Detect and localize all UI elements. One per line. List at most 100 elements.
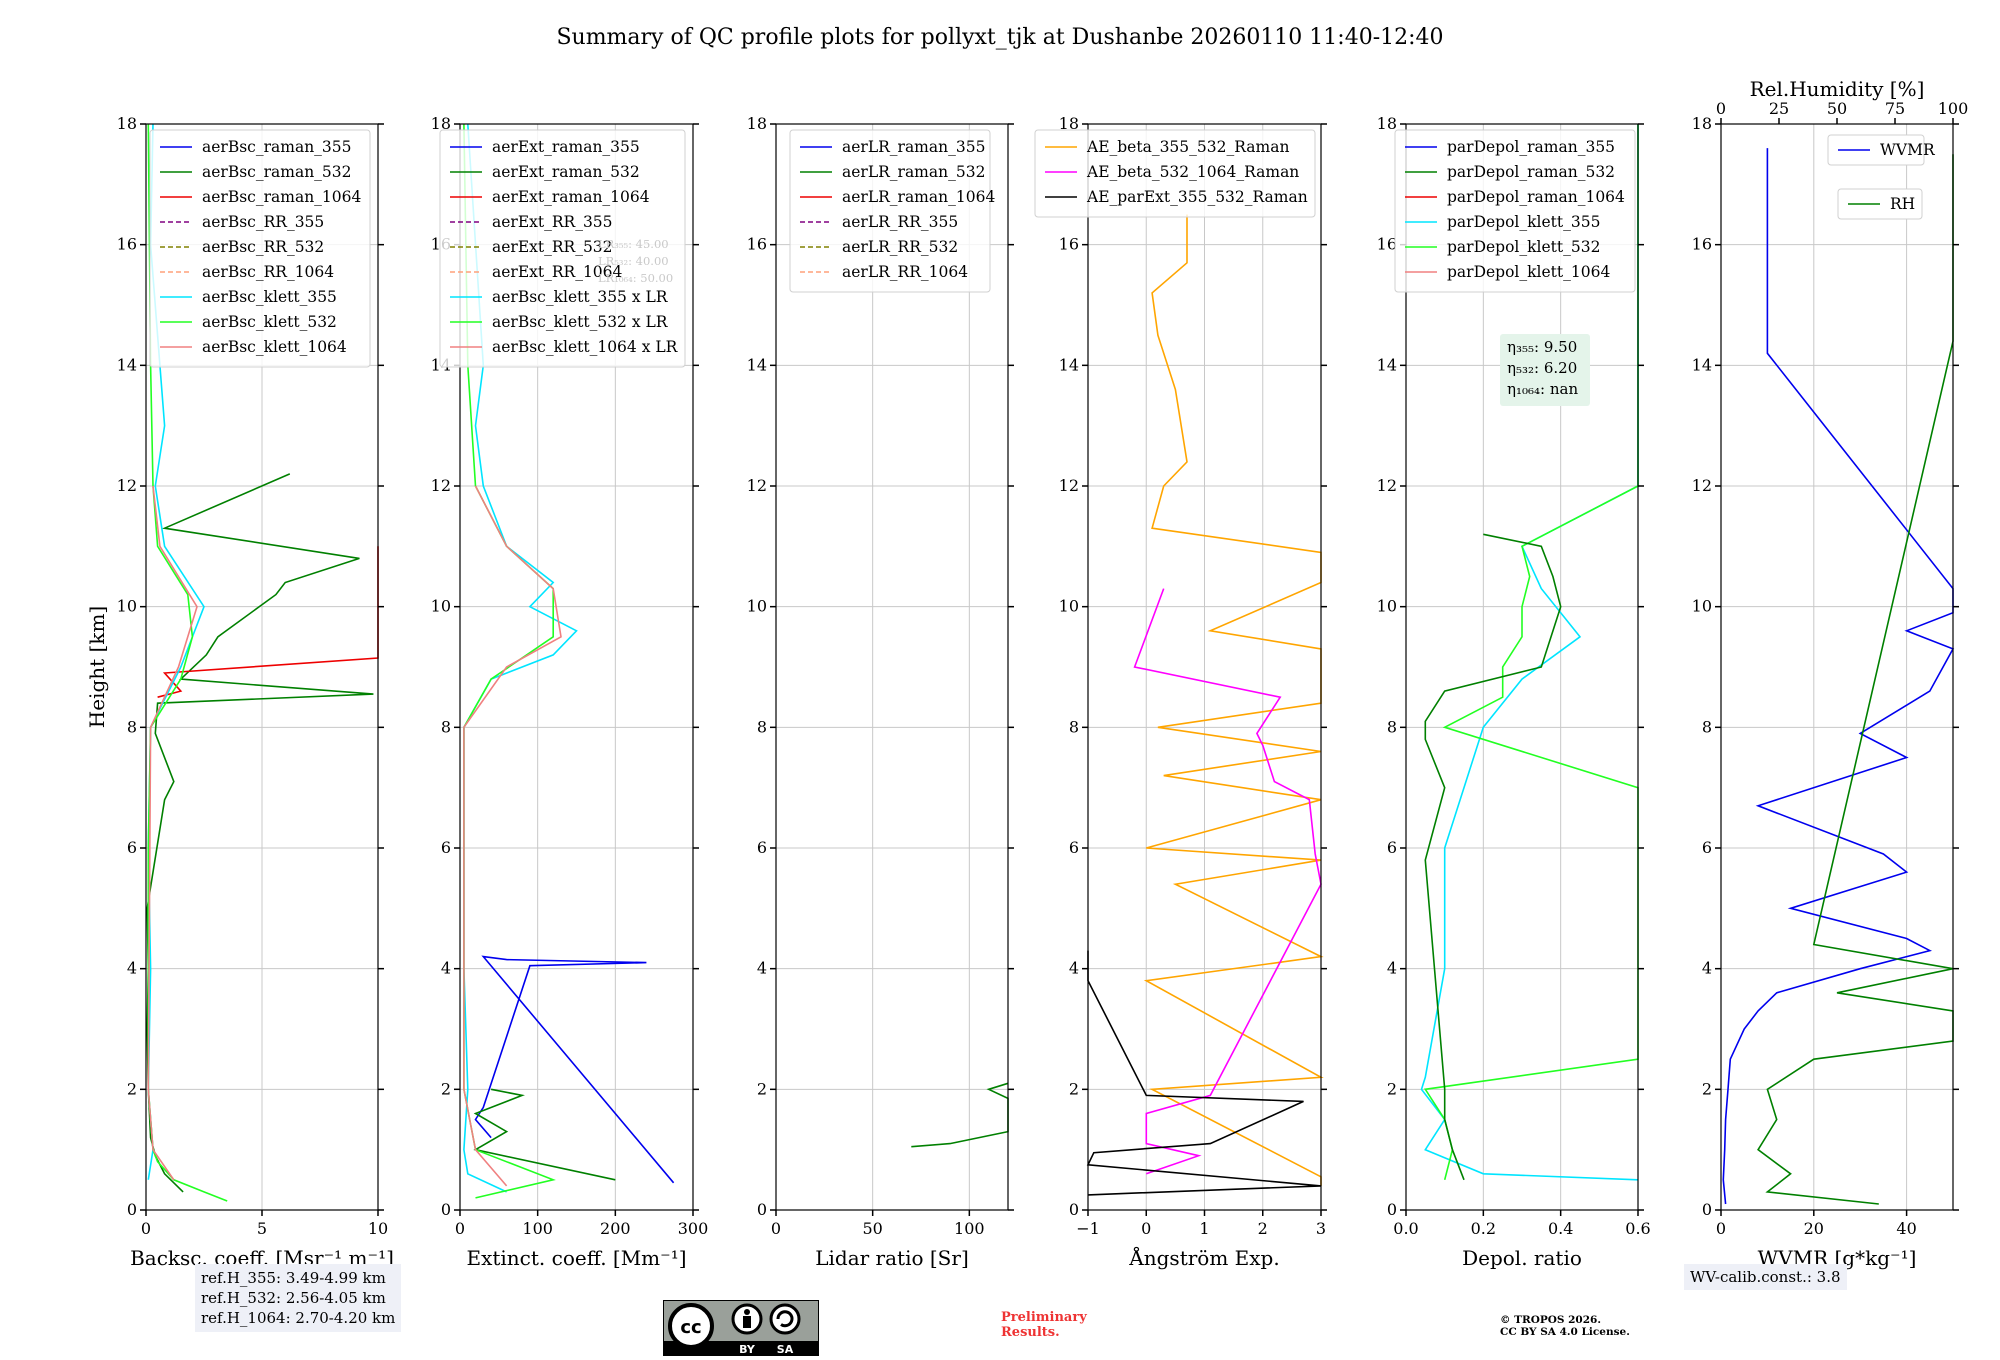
y-tick-label: 2 [1702,1079,1712,1098]
legend-frame [1827,134,1925,166]
legend-label: aerExt_RR_1064 [492,263,623,281]
copyright-line-2: CC BY SA 4.0 License. [1500,1326,1630,1338]
x-tick-label: 300 [678,1219,709,1238]
x-tick-label: 0 [141,1219,151,1238]
legend-frame [1394,129,1636,293]
series-aerExt_raman_532 [473,1088,616,1181]
preliminary-line-2: Results. [1001,1325,1060,1340]
legend-frame [439,129,686,368]
y-tick-label: 4 [1387,959,1397,978]
lidar-ratio-label: LR₅₃₂: 40.00 [598,254,669,268]
x-tick-label: 0.6 [1625,1219,1650,1238]
legend-label: parDepol_raman_355 [1447,138,1615,156]
wv-calib-box: WV-calib.const.: 3.8 [1684,1264,1847,1290]
y-tick-label: 6 [441,838,451,857]
legend: aerExt_raman_355 aerExt_raman_532 aerExt_r… [439,129,686,368]
panel-ext: 0100200300024681012141618Extinct. coeff.… [431,114,709,1270]
figure-title: Summary of QC profile plots for pollyxt_… [556,25,1443,50]
y-tick-label: 18 [431,114,451,133]
series-parDepol_raman_532 [1424,533,1562,1181]
legend-label: aerLR_RR_1064 [842,263,968,281]
y-tick-label: 4 [757,959,767,978]
series-aerExt_raman_355 [474,955,675,1184]
y-tick-label: 6 [757,838,767,857]
legend-label: aerBsc_RR_532 [202,238,324,256]
copyright-line-1: © TROPOS 2026. [1500,1314,1602,1326]
legend-frame [789,129,991,293]
y-tick-label: 14 [747,355,767,374]
series-aerBsc_klett_1064 x LR [463,485,562,1187]
y-tick-label: 8 [1387,717,1397,736]
x-axis-label: Extinct. coeff. [Mm⁻¹] [466,1246,686,1270]
legend-label: aerBsc_klett_532 [202,313,337,331]
y-tick-label: 10 [1377,597,1397,616]
y-tick-label: 16 [117,235,137,254]
panel-lr: 0 50 100 0 2 4 6 8 10 12 14 16 18 Lidar ratio [Sr] aer… [747,114,1014,1270]
legend-label: aerLR_raman_355 [842,138,985,156]
x-tick-label: 0 [771,1219,781,1238]
y-tick-label: 0 [1702,1200,1712,1219]
x-tick-label: 1 [1199,1219,1209,1238]
series-parDepol_klett_532 [1423,124,1639,1180]
y-tick-label: 8 [757,717,767,736]
y-tick-label: 10 [747,597,767,616]
x-tick-label: 20 [1804,1219,1824,1238]
ref-height-1064: ref.H_1064: 2.70-4.20 km [201,1309,396,1327]
axes-frame [1720,123,1954,1211]
legend-label: aerBsc_klett_1064 [202,338,347,356]
legend-label: aerLR_RR_355 [842,213,958,231]
legend: aerBsc_raman_355 aerBsc_raman_532 aerBsc_r… [149,129,371,368]
legend-label: aerLR_RR_532 [842,238,958,256]
legend-label: aerExt_raman_1064 [492,188,650,206]
preliminary-note: Preliminary Results. [1001,1310,1087,1340]
y-axis-label: Height [km] [85,606,109,728]
preliminary-line-1: Preliminary [1001,1310,1087,1325]
y-tick-label: 18 [117,114,137,133]
y-tick-label: 0 [441,1200,451,1219]
cc-by-sa-badge-icon: cc BY SA [663,1300,819,1356]
x-tick-label: 0.0 [1393,1219,1418,1238]
x-tick-label: 5 [257,1219,267,1238]
top-x-tick-label: 25 [1769,99,1789,118]
axes-frame [775,123,1009,1211]
y-tick-label: 14 [1059,355,1079,374]
x-tick-label: 100 [954,1219,985,1238]
y-tick-label: 18 [1692,114,1712,133]
legend-label: aerBsc_raman_355 [202,138,352,156]
ref-height-532: ref.H_532: 2.56-4.05 km [201,1289,386,1307]
x-tick-label: 0 [455,1219,465,1238]
legend-frame [149,129,371,368]
y-tick-label: 12 [1059,476,1079,495]
y-tick-label: 6 [1702,838,1712,857]
top-x-tick-label: 100 [1938,99,1969,118]
svg-text:BY: BY [739,1343,756,1356]
legend: parDepol_raman_355 parDepol_raman_532 parD… [1394,129,1636,293]
series-aerLR_raman_532 [911,1082,1009,1148]
y-tick-label: 18 [1377,114,1397,133]
legend-label: aerBsc_RR_355 [202,213,324,231]
panel-depol: 0.0 0.2 0.4 0.6 0 2 4 6 8 10 12 14 16 18 Depol. ratio p… [1377,114,1651,1270]
legend-label: AE_parExt_355_532_Raman [1086,188,1308,206]
x-axis-label: Ångström Exp. [1128,1245,1279,1270]
legend-label: aerExt_raman_355 [492,138,640,156]
legend-label: aerBsc_raman_1064 [202,188,362,206]
y-tick-label: 0 [757,1200,767,1219]
y-tick-label: 12 [117,476,137,495]
legend: WVMR RH [1827,134,1936,220]
x-tick-label: 0 [1716,1219,1726,1238]
x-tick-label: 50 [862,1219,882,1238]
y-tick-label: 10 [1692,597,1712,616]
x-tick-label: 0.4 [1548,1219,1573,1238]
eta-box [1500,334,1590,406]
y-tick-label: 12 [431,476,451,495]
eta-label: η₁₀₆₄: nan [1507,380,1578,398]
y-tick-label: 2 [757,1079,767,1098]
y-tick-label: 8 [127,717,137,736]
legend-label: RH [1890,195,1915,213]
y-tick-label: 10 [431,597,451,616]
legend-label: parDepol_klett_355 [1447,213,1600,231]
